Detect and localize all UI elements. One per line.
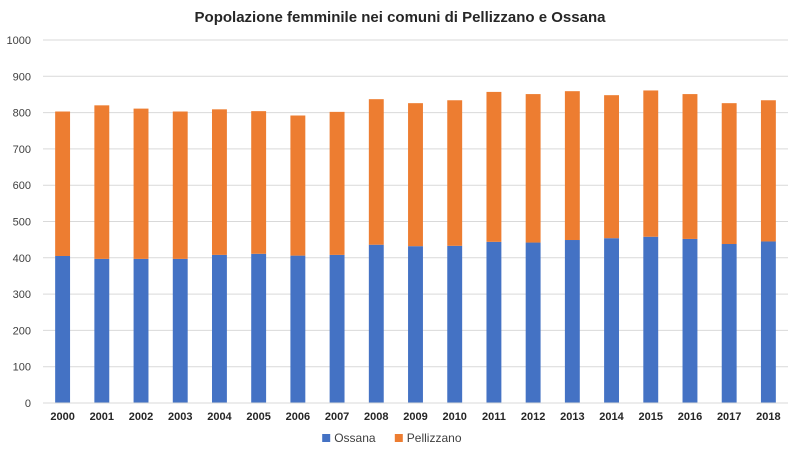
bar-ossana-2011	[486, 241, 502, 403]
bar-pellizzano-2004	[211, 109, 227, 255]
bar-pellizzano-2008	[368, 99, 384, 245]
bar-pellizzano-2017	[721, 103, 737, 245]
bar-pellizzano-2003	[172, 111, 188, 259]
bar-pellizzano-2014	[604, 95, 620, 239]
bar-pellizzano-2005	[251, 111, 267, 254]
bar-ossana-2000	[55, 255, 71, 403]
y-tick-label: 400	[13, 253, 31, 265]
bar-ossana-2003	[172, 258, 188, 403]
x-tick-label: 2002	[129, 411, 153, 423]
x-tick-label: 2009	[403, 411, 427, 423]
bar-pellizzano-2011	[486, 91, 502, 242]
y-tick-label: 800	[13, 108, 31, 120]
x-tick-label: 2014	[599, 411, 624, 423]
x-tick-label: 2004	[207, 411, 232, 423]
bar-pellizzano-2010	[447, 100, 463, 246]
x-tick-label: 2012	[521, 411, 545, 423]
bar-ossana-2001	[94, 258, 110, 403]
bar-pellizzano-2006	[290, 115, 306, 256]
bar-ossana-2018	[760, 241, 776, 403]
bar-ossana-2017	[721, 244, 737, 403]
bar-ossana-2006	[290, 255, 306, 403]
bar-ossana-2015	[643, 236, 659, 403]
legend-swatch-pellizzano	[394, 434, 403, 442]
x-tick-label: 2013	[560, 411, 584, 423]
bar-ossana-2004	[211, 254, 227, 403]
bar-ossana-2010	[447, 245, 463, 403]
x-tick-label: 2017	[717, 411, 741, 423]
bar-pellizzano-2015	[643, 90, 659, 237]
y-tick-label: 1000	[7, 35, 31, 47]
y-tick-label: 200	[13, 325, 31, 337]
y-axis-ticks: 0 100 200 300 400 500 600 700 800 900 1000	[7, 35, 31, 410]
bar-ossana-2013	[564, 240, 580, 403]
bar-pellizzano-2002	[133, 108, 149, 259]
x-tick-label: 2008	[364, 411, 388, 423]
x-tick-label: 2018	[756, 411, 780, 423]
bar-pellizzano-2001	[94, 105, 110, 259]
legend-swatch-ossana	[322, 434, 331, 442]
x-tick-label: 2005	[246, 411, 270, 423]
bar-pellizzano-2013	[564, 91, 580, 241]
x-tick-label: 2015	[639, 411, 663, 423]
x-tick-label: 2010	[442, 411, 466, 423]
legend: Ossana Pellizzano	[322, 431, 462, 445]
bar-pellizzano-2018	[760, 100, 776, 242]
x-tick-label: 2006	[286, 411, 310, 423]
bar-ossana-2008	[368, 244, 384, 403]
y-tick-label: 0	[25, 398, 31, 410]
bar-pellizzano-2009	[408, 103, 423, 247]
bar-ossana-2009	[408, 246, 423, 403]
x-tick-label: 2011	[482, 411, 506, 423]
legend-label-pellizzano: Pellizzano	[407, 431, 462, 445]
y-tick-label: 100	[13, 362, 31, 374]
x-tick-label: 2001	[90, 411, 114, 423]
legend-label-ossana: Ossana	[334, 431, 376, 445]
chart-title: Popolazione femminile nei comuni di Pell…	[195, 9, 607, 26]
bar-pellizzano-2007	[329, 111, 345, 255]
y-tick-label: 300	[13, 289, 31, 301]
bar-ossana-2005	[251, 253, 267, 403]
bar-pellizzano-2016	[682, 94, 698, 239]
x-tick-label: 2007	[325, 411, 349, 423]
y-tick-label: 700	[13, 144, 31, 156]
bar-ossana-2012	[525, 242, 541, 403]
bars	[55, 90, 776, 403]
bar-pellizzano-2000	[55, 111, 71, 256]
bar-ossana-2016	[682, 238, 698, 403]
x-tick-label: 2003	[168, 411, 192, 423]
x-tick-label: 2016	[678, 411, 702, 423]
y-tick-label: 900	[13, 71, 31, 83]
bar-ossana-2002	[133, 258, 149, 403]
y-tick-label: 600	[13, 180, 31, 192]
x-axis-ticks: 2000 2001 2002 2003 2004 2005 2006 2007 2008 2009…	[50, 411, 780, 423]
x-tick-label: 2000	[50, 411, 74, 423]
bar-ossana-2014	[604, 238, 620, 403]
y-tick-label: 500	[13, 217, 31, 229]
bar-pellizzano-2012	[525, 94, 541, 243]
bar-ossana-2007	[329, 254, 345, 403]
